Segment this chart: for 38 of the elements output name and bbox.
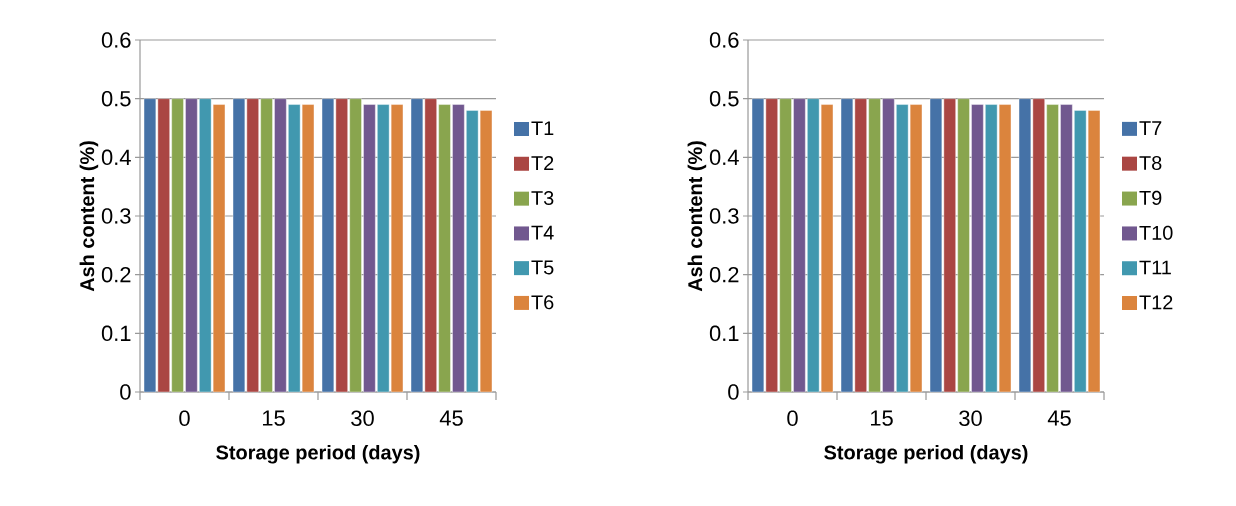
y-tick-label: 0.3	[709, 208, 739, 224]
y-axis-title: Ash content (%)	[79, 141, 99, 292]
y-tick-label: 0.6	[709, 32, 739, 48]
x-tick-label: 0	[179, 410, 190, 427]
y-tick-label: 0.1	[709, 325, 739, 342]
legend-label: T2	[531, 156, 554, 170]
legend-label: T8	[1139, 155, 1162, 171]
y-tick-label: 0.5	[709, 90, 739, 107]
x-tick-label: 45	[1047, 410, 1071, 426]
legend-label: T5	[531, 260, 554, 275]
legend-label: T10	[1139, 225, 1173, 240]
legend-label: T3	[531, 190, 554, 206]
y-tick-label: 0	[728, 384, 739, 400]
y-tick-label: 0.6	[101, 32, 131, 48]
y-tick-label: 0	[120, 384, 131, 400]
x-tick-label: 30	[351, 410, 374, 427]
legend-label: T6	[531, 295, 554, 310]
legend-label: T4	[531, 225, 554, 240]
legend-label: T7	[1139, 121, 1162, 135]
x-axis-title: Storage period (days)	[216, 444, 420, 464]
y-tick-label: 0.2	[101, 266, 131, 283]
y-tick-label: 0.2	[709, 266, 739, 283]
x-tick-label: 15	[870, 410, 893, 426]
y-tick-label: 0.3	[101, 208, 131, 224]
y-tick-label: 0.4	[101, 149, 131, 166]
legend-label: T11	[1139, 260, 1171, 275]
x-tick-label: 0	[787, 410, 798, 427]
legend-label: T12	[1139, 295, 1173, 310]
y-tick-label: 0.4	[709, 149, 739, 166]
y-tick-label: 0.1	[101, 325, 131, 342]
legend-label: T1	[531, 121, 554, 136]
x-tick-label: 30	[959, 410, 982, 427]
x-axis-title: Storage period (days)	[824, 444, 1028, 464]
x-tick-label: 15	[262, 410, 285, 426]
y-tick-label: 0.5	[101, 90, 131, 107]
x-tick-label: 45	[439, 410, 463, 426]
legend-label: T9	[1139, 190, 1162, 205]
y-axis-title: Ash content (%)	[687, 141, 707, 292]
